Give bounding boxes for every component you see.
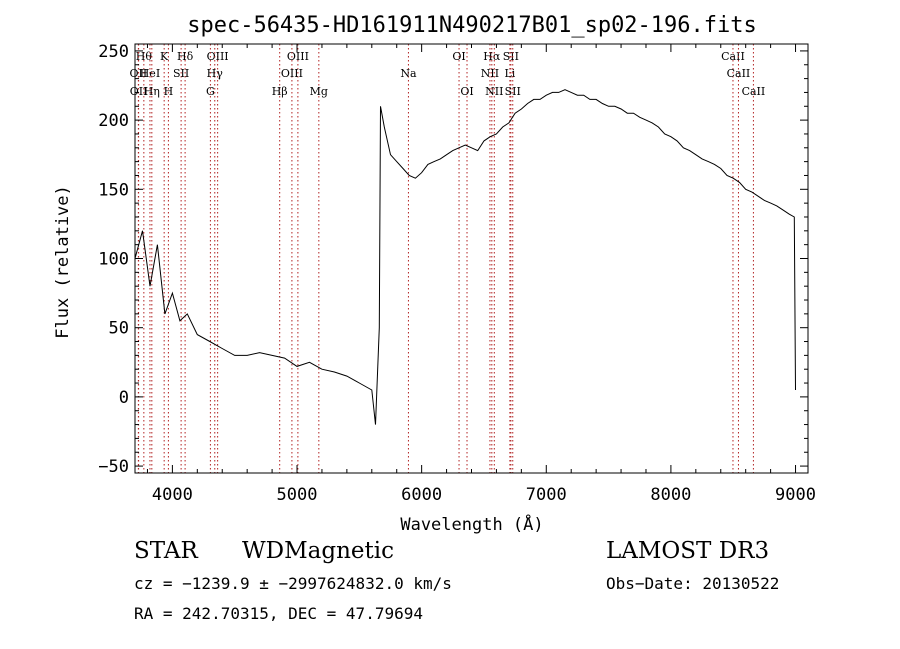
spectral-line-label: CaII [742, 85, 766, 98]
spectral-line-label: SII [503, 50, 519, 63]
spectral-line-label: SII [173, 67, 189, 80]
spectral-line-label: Na [400, 67, 417, 80]
spectral-line-label: NII [481, 67, 499, 80]
spectral-line-label: OI [452, 50, 465, 63]
x-tick-label: 4000 [152, 485, 193, 505]
x-tick-label: 6000 [401, 485, 442, 505]
spectral-line-label: OI [460, 85, 473, 98]
spectral-line-label: OII [130, 85, 148, 98]
x-tick-label: 7000 [526, 485, 567, 505]
spectral-line-label: Hθ [136, 50, 153, 63]
spectral-line-label: G [206, 85, 215, 98]
y-tick-label: 50 [109, 319, 129, 339]
y-tick-label: 150 [98, 180, 129, 200]
x-tick-label: 9000 [775, 485, 816, 505]
coordinates-text: RA = 242.70315, DEC = 47.79694 [134, 604, 423, 623]
spectral-line-label: K [160, 50, 169, 63]
x-axis-label: Wavelength (Å) [400, 513, 543, 535]
spectral-line-label: Mg [310, 85, 328, 98]
plot-frame [134, 43, 809, 474]
spectral-line-label: Hη [144, 85, 160, 98]
spectral-line-label: Hγ [207, 67, 224, 80]
y-tick-label: 0 [119, 388, 129, 408]
spectral-line-label: HeI [140, 67, 160, 80]
spectral-line-label: NII [485, 85, 503, 98]
spectral-line-label: H [164, 85, 174, 98]
redshift-text: cz = −1239.9 ± −2997624832.0 km/s [134, 574, 452, 593]
spectral-line-label: SII [505, 85, 521, 98]
survey-label: LAMOST DR3 [606, 538, 770, 564]
class-label: STAR [134, 538, 198, 564]
spectral-line-label: Hβ [272, 85, 288, 98]
spectral-line-label: Hα [483, 50, 501, 63]
spectral-line-label: OIII [287, 50, 309, 63]
chart-title: spec-56435-HD161911N490217B01_sp02-196.f… [187, 13, 757, 38]
obs-date-text: Obs−Date: 20130522 [606, 574, 780, 593]
y-tick-label: −50 [98, 457, 129, 477]
subclass-label: WDMagnetic [242, 538, 394, 564]
spectral-line-label: CaII [727, 67, 751, 80]
spectrum-line [134, 89, 796, 425]
x-tick-label: 8000 [650, 485, 691, 505]
spectral-line-label: Li [504, 67, 515, 80]
spectral-line-label: OIII [281, 67, 303, 80]
spectral-line-label: Hδ [177, 50, 194, 63]
spectral-line-label: CaII [721, 50, 745, 63]
y-tick-label: 250 [98, 42, 129, 62]
y-tick-label: 200 [98, 111, 129, 131]
y-tick-label: 100 [98, 250, 129, 270]
y-axis-label: Flux (relative) [53, 185, 73, 339]
spectral-line-label: OIII [207, 50, 229, 63]
x-tick-label: 5000 [277, 485, 318, 505]
